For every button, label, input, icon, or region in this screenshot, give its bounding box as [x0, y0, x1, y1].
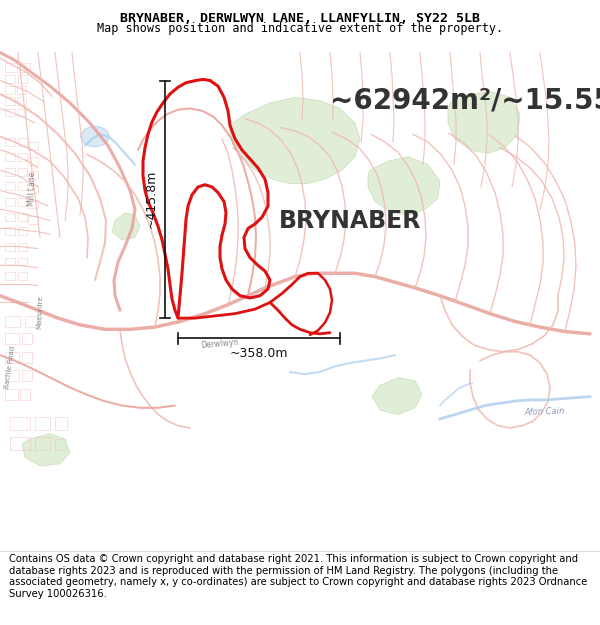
Bar: [5, 316, 20, 327]
Bar: [5, 109, 15, 116]
Text: Contains OS data © Crown copyright and database right 2021. This information is : Contains OS data © Crown copyright and d…: [9, 554, 587, 599]
Bar: [5, 198, 15, 206]
Bar: [28, 216, 38, 224]
Text: Derwlwyn: Derwlwyn: [201, 338, 239, 349]
Bar: [28, 157, 38, 164]
Polygon shape: [230, 98, 360, 184]
Bar: [22, 369, 32, 381]
Text: ~62942m²/~15.553ac.: ~62942m²/~15.553ac.: [330, 86, 600, 114]
Bar: [5, 389, 18, 400]
Bar: [5, 332, 19, 344]
Bar: [5, 352, 19, 363]
Bar: [18, 75, 27, 82]
Bar: [17, 109, 26, 116]
Bar: [5, 138, 15, 146]
Bar: [5, 75, 15, 82]
Bar: [25, 316, 37, 327]
Bar: [20, 389, 30, 400]
Text: Bachie Road: Bachie Road: [4, 345, 16, 389]
Bar: [18, 243, 27, 251]
Polygon shape: [448, 92, 520, 153]
Bar: [17, 98, 26, 105]
Text: Map shows position and indicative extent of the property.: Map shows position and indicative extent…: [97, 22, 503, 35]
Polygon shape: [112, 213, 140, 239]
Bar: [18, 228, 27, 235]
Text: Mill Lane: Mill Lane: [27, 171, 37, 206]
Bar: [35, 437, 50, 451]
Bar: [22, 352, 32, 363]
Bar: [28, 201, 38, 208]
Bar: [18, 153, 27, 161]
Text: Afon Cain: Afon Cain: [524, 406, 565, 417]
Bar: [5, 168, 15, 176]
Bar: [10, 417, 30, 430]
Bar: [5, 258, 15, 266]
Bar: [5, 243, 15, 251]
Bar: [5, 86, 15, 94]
Text: BRYNABER: BRYNABER: [279, 209, 421, 232]
Bar: [5, 272, 15, 280]
Bar: [18, 258, 27, 266]
Bar: [55, 439, 65, 451]
Bar: [18, 182, 27, 191]
Bar: [5, 369, 19, 381]
Bar: [35, 417, 50, 430]
Bar: [28, 171, 38, 179]
Bar: [5, 62, 17, 71]
Bar: [18, 168, 27, 176]
Bar: [28, 142, 38, 150]
Bar: [10, 437, 30, 451]
Bar: [18, 213, 27, 221]
Bar: [5, 153, 15, 161]
Bar: [20, 62, 30, 71]
Polygon shape: [368, 157, 440, 215]
Text: Maesydre: Maesydre: [37, 296, 44, 329]
Bar: [55, 417, 67, 430]
Bar: [5, 98, 15, 105]
Bar: [17, 86, 26, 94]
Text: ~415.8m: ~415.8m: [145, 170, 158, 229]
Bar: [5, 213, 15, 221]
Bar: [22, 332, 32, 344]
Bar: [5, 228, 15, 235]
Bar: [18, 198, 27, 206]
Polygon shape: [372, 378, 422, 414]
Polygon shape: [22, 434, 70, 466]
Ellipse shape: [81, 126, 109, 147]
Bar: [5, 182, 15, 191]
Bar: [18, 138, 27, 146]
Bar: [28, 185, 38, 192]
Text: BRYNABER, DERWLWYN LANE, LLANFYLLIN, SY22 5LB: BRYNABER, DERWLWYN LANE, LLANFYLLIN, SY2…: [120, 12, 480, 25]
Text: ~358.0m: ~358.0m: [230, 348, 288, 360]
Bar: [18, 272, 27, 280]
